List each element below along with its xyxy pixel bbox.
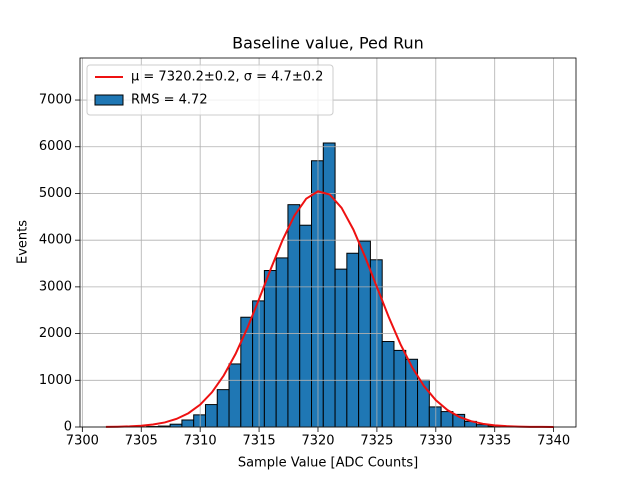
x-tick-label: 7300 [66, 434, 99, 449]
y-tick-label: 6000 [39, 139, 72, 154]
y-tick-label: 1000 [39, 373, 72, 388]
legend-label: μ = 7320.2±0.2, σ = 4.7±0.2 [131, 70, 323, 85]
bar [358, 240, 371, 428]
bar [181, 419, 195, 428]
x-axis-label: Sample Value [ADC Counts] [238, 456, 418, 471]
bar [322, 142, 336, 428]
bar [405, 358, 419, 428]
bar [299, 224, 313, 428]
x-tick-label: 7315 [243, 434, 276, 449]
bar [193, 414, 206, 428]
bar [169, 423, 183, 428]
bar [311, 160, 324, 428]
x-tick-label: 7325 [360, 434, 393, 449]
y-tick-label: 0 [64, 420, 72, 435]
bar [428, 406, 442, 428]
y-tick-label: 5000 [39, 186, 72, 201]
bar [334, 268, 348, 428]
bar [381, 341, 395, 428]
bar [275, 257, 289, 428]
legend-patch [94, 94, 124, 106]
legend-label: RMS = 4.72 [131, 93, 208, 108]
bar [216, 389, 230, 428]
bar [252, 300, 265, 428]
y-tick-label: 4000 [39, 233, 72, 248]
x-tick-label: 7335 [478, 434, 511, 449]
bar [263, 270, 277, 428]
fit-line [105, 190, 554, 428]
bar [440, 411, 454, 428]
y-tick-label: 3000 [39, 279, 72, 294]
bar [346, 252, 360, 428]
x-tick-label: 7305 [125, 434, 158, 449]
y-tick-label: 7000 [39, 93, 72, 108]
bar [287, 204, 301, 428]
x-tick-label: 7330 [419, 434, 452, 449]
y-tick-label: 2000 [39, 326, 72, 341]
chart-title: Baseline value, Ped Run [232, 34, 424, 53]
bar [228, 363, 242, 428]
x-tick-label: 7310 [184, 434, 217, 449]
y-axis-label: Events [16, 220, 31, 264]
bar [417, 379, 430, 428]
bar [393, 349, 407, 428]
bar [204, 404, 218, 428]
legend-box [86, 64, 334, 116]
plot-frame [79, 57, 577, 428]
x-tick-label: 7340 [537, 434, 570, 449]
x-tick-label: 7320 [301, 434, 334, 449]
